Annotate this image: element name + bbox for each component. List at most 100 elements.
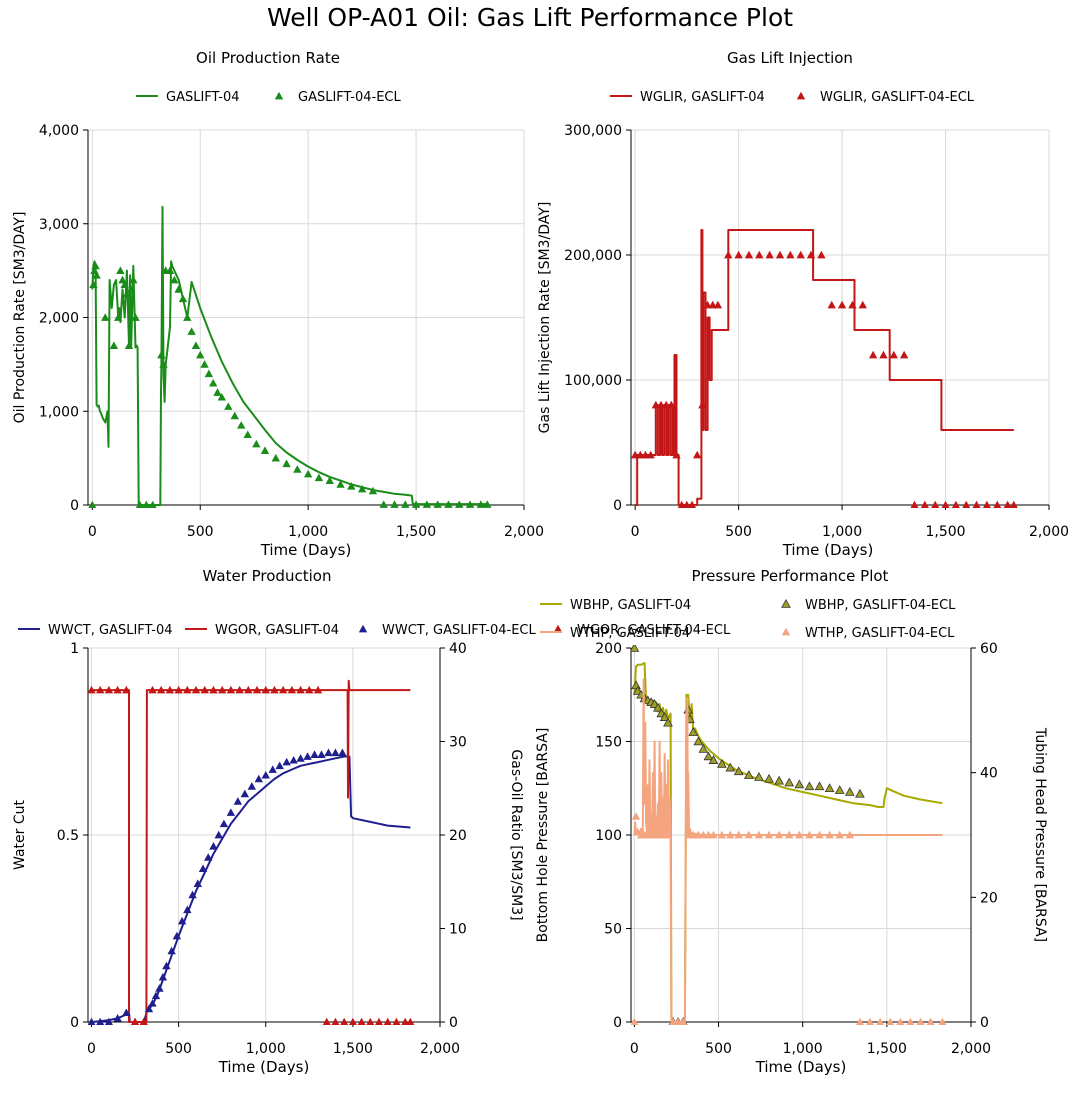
data-point xyxy=(631,680,641,690)
x-tick-label: 1,500 xyxy=(925,524,965,540)
x-tick-label: 500 xyxy=(705,1041,732,1057)
data-point xyxy=(855,1017,864,1025)
data-point xyxy=(920,500,929,508)
data-point xyxy=(159,360,168,368)
data-point xyxy=(142,500,151,508)
data-point xyxy=(659,712,670,721)
data-point xyxy=(733,766,744,776)
data-point xyxy=(390,500,399,508)
series-line-1 xyxy=(633,662,943,1023)
data-point xyxy=(162,961,171,970)
data-point xyxy=(340,1017,349,1025)
data-point xyxy=(157,350,166,359)
data-point xyxy=(261,770,270,779)
data-point xyxy=(717,758,727,768)
data-point xyxy=(122,289,132,298)
data-point xyxy=(204,369,214,378)
data-point xyxy=(774,775,784,785)
data-point xyxy=(209,685,218,694)
x-tick-label: 500 xyxy=(725,524,752,540)
data-point xyxy=(866,1017,875,1025)
data-point xyxy=(1009,500,1018,508)
data-point xyxy=(465,500,475,508)
legend-swatch-marker xyxy=(781,598,791,608)
data-point xyxy=(688,500,697,508)
data-point xyxy=(113,685,122,694)
data-point xyxy=(233,797,243,805)
data-point xyxy=(268,765,277,773)
data-point xyxy=(348,1017,357,1025)
data-point xyxy=(120,280,129,289)
data-point xyxy=(401,500,410,508)
y-tick-label: 0 xyxy=(70,498,79,514)
y-tick-label: 4,000 xyxy=(39,123,79,139)
legend-label: WWCT, GASLIFT-04 xyxy=(48,623,173,638)
data-point xyxy=(698,743,709,753)
data-point xyxy=(338,748,347,757)
data-point xyxy=(444,500,453,508)
data-point xyxy=(275,761,284,770)
data-point xyxy=(663,830,673,839)
data-point xyxy=(910,500,919,508)
data-point xyxy=(224,402,233,410)
data-point xyxy=(254,774,263,783)
data-point xyxy=(237,421,246,429)
data-point xyxy=(357,484,367,493)
data-point xyxy=(868,350,878,359)
x-tick-label: 1,500 xyxy=(333,1041,373,1057)
data-point xyxy=(817,250,826,259)
data-point xyxy=(89,280,98,289)
data-point xyxy=(191,341,201,349)
data-point xyxy=(693,450,702,459)
data-point xyxy=(191,685,201,694)
data-point xyxy=(172,931,182,940)
data-point xyxy=(92,271,101,279)
data-point xyxy=(931,500,940,508)
data-point xyxy=(240,789,250,798)
data-point xyxy=(858,300,867,309)
data-point xyxy=(631,1017,639,1025)
data-point xyxy=(183,313,192,321)
data-point xyxy=(784,777,795,787)
data-point xyxy=(271,453,280,462)
legend-label: WTHP, GASLIFT-04-ECL xyxy=(805,626,955,641)
data-point xyxy=(786,250,795,259)
y-tick-label: 100,000 xyxy=(564,373,622,389)
legend-label: WGLIR, GASLIFT-04 xyxy=(640,90,765,105)
data-point xyxy=(129,275,138,284)
data-point xyxy=(754,830,764,839)
data-point xyxy=(209,842,218,850)
chart-panel-4: 0 500 1,000 1,500 2,000 0 50 100 150 200 0 20 40 60 Ti… xyxy=(535,567,1048,1076)
data-point xyxy=(982,500,991,508)
data-point xyxy=(148,999,157,1007)
data-point xyxy=(825,830,834,839)
data-point xyxy=(289,756,298,764)
legend-swatch-marker xyxy=(781,627,791,636)
data-point xyxy=(174,685,183,694)
data-point xyxy=(993,500,1002,508)
data-point xyxy=(796,250,805,259)
x-tick-label: 1,000 xyxy=(822,524,862,540)
legend-swatch-marker xyxy=(274,91,284,100)
data-point xyxy=(177,916,187,925)
data-point xyxy=(855,788,865,798)
legend-entry: WTHP, GASLIFT-04 xyxy=(540,626,690,641)
data-point xyxy=(755,250,764,259)
data-point xyxy=(244,685,253,694)
data-point xyxy=(941,500,950,508)
data-point xyxy=(104,685,114,694)
data-point xyxy=(156,685,166,694)
legend-entry: WTHP, GASLIFT-04-ECL xyxy=(781,626,955,641)
data-point xyxy=(785,830,794,839)
x-tick-label: 1,500 xyxy=(867,1041,907,1057)
y-tick-label: 1 xyxy=(70,641,79,657)
y-tick-label: 50 xyxy=(604,922,622,938)
data-point xyxy=(804,781,815,791)
data-point xyxy=(104,1017,113,1025)
legend-label: WWCT, GASLIFT-04-ECL xyxy=(382,623,536,638)
data-point xyxy=(674,1017,683,1025)
data-point xyxy=(187,327,196,335)
data-point xyxy=(336,480,345,488)
y-tick-label: 0 xyxy=(70,1015,79,1031)
y-axis-label: Gas Lift Injection Rate [SM3/DAY] xyxy=(537,202,553,434)
